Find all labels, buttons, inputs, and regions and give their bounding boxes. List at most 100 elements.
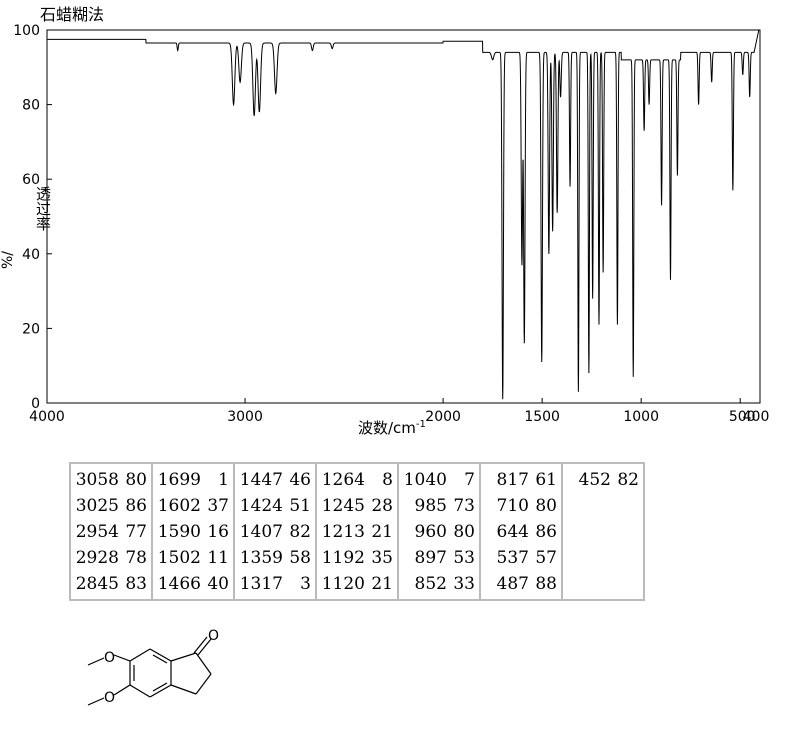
peak-entry: 3025 86 <box>75 493 147 519</box>
peak-entry: 852 33 <box>403 571 475 597</box>
peak-wavenumber: 1590 <box>157 522 201 542</box>
peak-entry: 1040 7 <box>403 467 475 493</box>
peak-wavenumber: 2954 <box>75 522 119 542</box>
x-tick-label: 2000 <box>425 409 461 425</box>
peak-transmittance: 80 <box>453 522 475 542</box>
methoxy-oxygen-label-top: O <box>104 650 115 666</box>
peak-entry: 1699 1 <box>157 467 229 493</box>
peak-entry: 1213 21 <box>321 519 393 545</box>
peak-transmittance: 73 <box>453 496 475 516</box>
peak-wavenumber: 1192 <box>321 548 365 568</box>
peak-wavenumber: 960 <box>414 522 447 542</box>
x-tick-label: 3000 <box>227 409 263 425</box>
peak-entry: 817 61 <box>485 467 557 493</box>
peak-entry: 710 80 <box>485 493 557 519</box>
peak-transmittance: 83 <box>125 574 147 594</box>
peak-transmittance: 80 <box>125 470 147 490</box>
peak-entry: 960 80 <box>403 519 475 545</box>
peak-table-column: 1699 1 1602 37 1590 16 1502 11 1466 40 <box>152 463 234 600</box>
peak-wavenumber: 1317 <box>239 574 283 594</box>
peak-transmittance: 80 <box>535 496 557 516</box>
peak-wavenumber: 2928 <box>75 548 119 568</box>
peak-wavenumber: 852 <box>414 574 447 594</box>
peak-wavenumber: 1466 <box>157 574 201 594</box>
peak-entry: 537 57 <box>485 545 557 571</box>
peak-entry: 985 73 <box>403 493 475 519</box>
peak-transmittance: 46 <box>289 470 311 490</box>
y-axis-label: 透过率 <box>7 186 52 231</box>
peak-wavenumber: 1359 <box>239 548 283 568</box>
peak-entry: 1192 35 <box>321 545 393 571</box>
peak-entry: 487 88 <box>485 571 557 597</box>
peak-entry: 1447 46 <box>239 467 311 493</box>
carbonyl-oxygen-label: O <box>208 628 219 644</box>
peak-wavenumber: 817 <box>496 470 529 490</box>
peak-table-column: 1264 8 1245 28 1213 21 1192 35 1120 21 <box>316 463 398 600</box>
peak-transmittance: 33 <box>453 574 475 594</box>
y-tick-label: 0 <box>31 396 40 412</box>
peak-transmittance: 53 <box>453 548 475 568</box>
peak-wavenumber: 1502 <box>157 548 201 568</box>
peak-entry: 1466 40 <box>157 571 229 597</box>
peak-transmittance: 7 <box>464 470 475 490</box>
peak-transmittance: 21 <box>371 574 393 594</box>
peak-wavenumber: 710 <box>496 496 529 516</box>
peak-entry: 644 86 <box>485 519 557 545</box>
methoxy-oxygen-label-bottom: O <box>104 690 115 706</box>
peak-entry: 1602 37 <box>157 493 229 519</box>
peak-wavenumber: 1264 <box>321 470 365 490</box>
y-tick-label: 60 <box>22 172 40 188</box>
spectrum-line <box>47 29 760 400</box>
peak-wavenumber: 3058 <box>75 470 119 490</box>
peak-entry: 1317 3 <box>239 571 311 597</box>
peak-transmittance: 77 <box>125 522 147 542</box>
peak-transmittance: 16 <box>207 522 229 542</box>
peak-entry: 2928 78 <box>75 545 147 571</box>
peak-wavenumber: 1407 <box>239 522 283 542</box>
x-axis-label: 波数/cm-1 <box>358 419 426 437</box>
peak-wavenumber: 1040 <box>403 470 447 490</box>
peak-entry: 1424 51 <box>239 493 311 519</box>
peak-entry: 1502 11 <box>157 545 229 571</box>
x-tick-label: 1500 <box>524 409 560 425</box>
peak-table-column: 1040 7 985 73 960 80 897 53 852 33 <box>398 463 480 600</box>
peak-wavenumber: 1424 <box>239 496 283 516</box>
peak-wavenumber: 537 <box>496 548 529 568</box>
peak-entry: 1264 8 <box>321 467 393 493</box>
peak-wavenumber: 1213 <box>321 522 365 542</box>
chart-title: 石蜡糊法 <box>40 5 104 24</box>
peak-entry: 2954 77 <box>75 519 147 545</box>
peak-entry: 1120 21 <box>321 571 393 597</box>
peak-transmittance: 35 <box>371 548 393 568</box>
peak-transmittance: 51 <box>289 496 311 516</box>
y-axis-unit: %/ <box>0 251 16 269</box>
peak-transmittance: 86 <box>535 522 557 542</box>
peak-entry: 1245 28 <box>321 493 393 519</box>
plot-frame <box>46 29 761 404</box>
peak-transmittance: 61 <box>535 470 557 490</box>
peak-table-column: 817 61 710 80 644 86 537 57 487 88 <box>480 463 562 600</box>
x-tick-label-end: 400 <box>743 409 770 425</box>
peak-wavenumber: 1120 <box>321 574 365 594</box>
peak-wavenumber: 985 <box>414 496 447 516</box>
peak-transmittance: 88 <box>535 574 557 594</box>
peak-wavenumber: 487 <box>496 574 529 594</box>
peak-entry: 3058 80 <box>75 467 147 493</box>
peak-transmittance: 57 <box>535 548 557 568</box>
peak-transmittance: 1 <box>218 470 229 490</box>
peak-entry: 897 53 <box>403 545 475 571</box>
peak-wavenumber: 3025 <box>75 496 119 516</box>
peak-wavenumber: 1447 <box>239 470 283 490</box>
molecule-structure: O O O <box>87 628 219 706</box>
peak-wavenumber: 644 <box>496 522 529 542</box>
peak-transmittance: 3 <box>300 574 311 594</box>
peak-transmittance: 78 <box>125 548 147 568</box>
peak-transmittance: 37 <box>207 496 229 516</box>
peak-table-column: 1447 46 1424 51 1407 82 1359 58 1317 3 <box>234 463 316 600</box>
x-tick-label: 500 <box>729 409 756 425</box>
peak-transmittance: 82 <box>289 522 311 542</box>
y-axis: 0 20 40 60 80 100 <box>13 23 52 412</box>
y-tick-label: 40 <box>22 247 40 263</box>
peak-wavenumber: 1245 <box>321 496 365 516</box>
